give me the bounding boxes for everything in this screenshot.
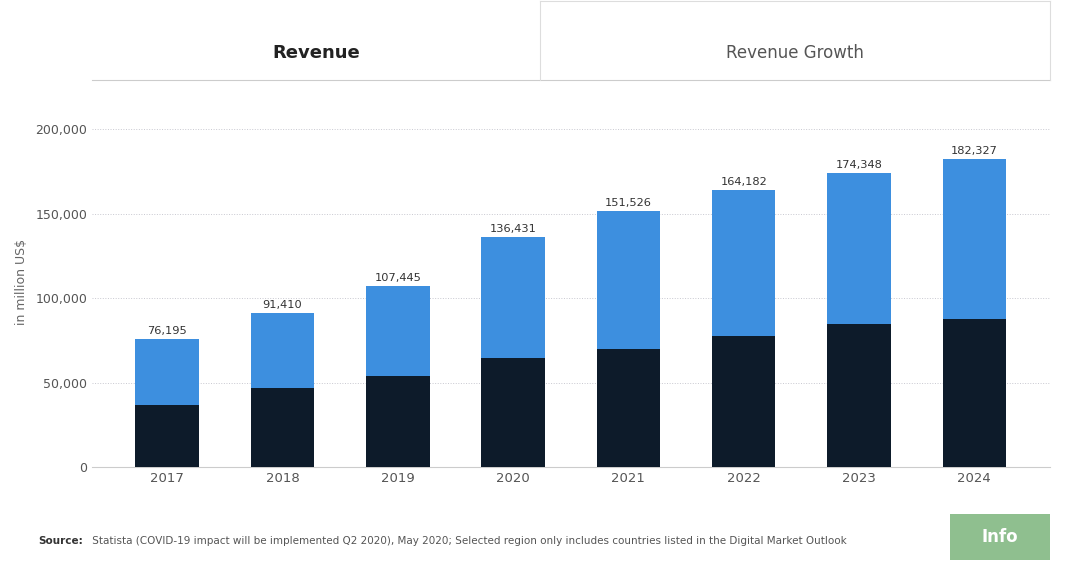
Text: 174,348: 174,348 — [835, 160, 883, 170]
Text: 164,182: 164,182 — [721, 177, 767, 187]
Text: 76,195: 76,195 — [147, 325, 187, 336]
Bar — [251, 388, 314, 467]
Text: Statista (COVID-19 impact will be implemented Q2 2020), May 2020; Selected regio: Statista (COVID-19 impact will be implem… — [89, 536, 846, 546]
Text: 136,431: 136,431 — [490, 224, 537, 234]
Bar — [712, 336, 776, 467]
Bar — [481, 358, 545, 467]
Text: 107,445: 107,445 — [374, 273, 421, 283]
Bar — [828, 324, 890, 467]
Legend: Total, Platform–to–Consumer Delivery, Restaurant–to–Consumer Delivery: Total, Platform–to–Consumer Delivery, Re… — [280, 559, 861, 563]
Bar — [366, 376, 430, 467]
Bar — [712, 190, 776, 336]
Bar — [251, 313, 314, 388]
Text: Revenue: Revenue — [272, 44, 360, 62]
Y-axis label: in million US$: in million US$ — [15, 239, 28, 324]
Bar — [135, 338, 199, 405]
Bar — [596, 211, 660, 349]
Bar — [596, 349, 660, 467]
Text: Source:: Source: — [38, 536, 82, 546]
Bar — [481, 237, 545, 358]
Text: Info: Info — [981, 528, 1018, 546]
Bar — [942, 159, 1006, 319]
Text: 151,526: 151,526 — [605, 198, 651, 208]
Text: Revenue Growth: Revenue Growth — [726, 44, 863, 62]
Bar — [135, 405, 199, 467]
Bar — [942, 319, 1006, 467]
Bar — [366, 286, 430, 376]
Text: 182,327: 182,327 — [951, 146, 998, 157]
Text: 91,410: 91,410 — [263, 300, 302, 310]
Bar — [828, 173, 890, 324]
